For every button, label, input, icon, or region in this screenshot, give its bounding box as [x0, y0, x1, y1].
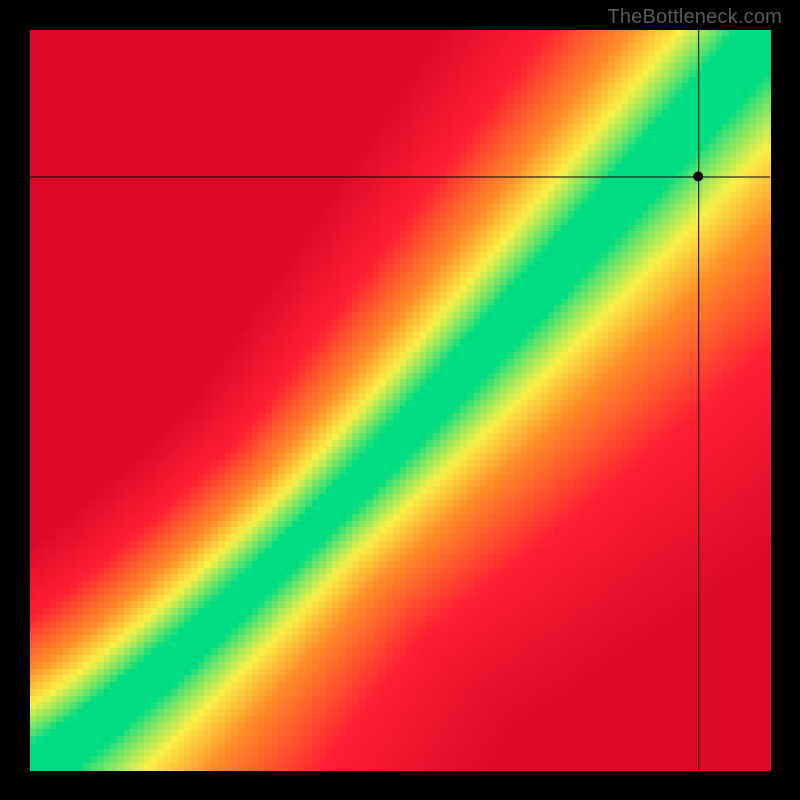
watermark-text: TheBottleneck.com	[607, 6, 782, 29]
bottleneck-heatmap	[0, 0, 800, 800]
chart-container: TheBottleneck.com	[0, 0, 800, 800]
